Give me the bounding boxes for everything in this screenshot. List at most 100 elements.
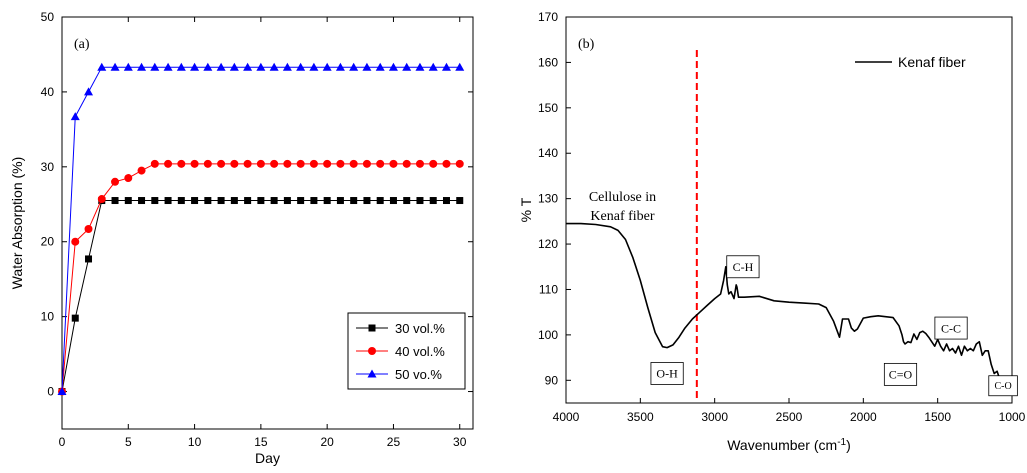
data-point-a-1 xyxy=(204,197,212,205)
data-point-a-2 xyxy=(150,159,159,168)
data-point-a-1 xyxy=(111,197,119,205)
data-point-a-3 xyxy=(84,87,94,96)
chart-a: 0 5 10 15 20 25 30 0 10 20 30 40 50 Day Water Absorpti… xyxy=(9,10,474,466)
data-point-a-1 xyxy=(416,197,424,205)
y-tick-label-b: 160 xyxy=(538,55,558,69)
legend-label-a-2: 40 vol.% xyxy=(395,344,445,359)
x-axis-label-a: Day xyxy=(255,450,280,466)
data-point-a-3 xyxy=(163,62,173,71)
data-point-a-3 xyxy=(229,62,239,71)
data-point-a-1 xyxy=(124,197,132,205)
data-point-a-2 xyxy=(270,159,279,168)
data-point-a-2 xyxy=(111,177,120,186)
annotation-box-b-4 xyxy=(883,362,918,386)
x-tick-label-b: 3000 xyxy=(701,410,728,424)
legend-marker-a-1 xyxy=(368,324,376,332)
legend-label-a-3: 50 vo.% xyxy=(395,367,442,382)
annotation-label-b-1-line2: Kenaf fiber xyxy=(590,209,654,224)
data-point-a-2 xyxy=(256,159,265,168)
panel-label-b: (b) xyxy=(578,37,595,52)
data-point-a-3 xyxy=(203,62,213,71)
data-point-a-2 xyxy=(349,159,358,168)
data-point-a-1 xyxy=(151,197,159,205)
data-point-a-3 xyxy=(428,62,438,71)
data-point-a-1 xyxy=(244,197,252,205)
x-tick-label-b: 3500 xyxy=(627,410,654,424)
data-point-a-2 xyxy=(164,159,173,168)
data-point-a-1 xyxy=(442,197,450,205)
data-point-a-2 xyxy=(362,159,371,168)
data-point-a-2 xyxy=(84,224,93,233)
data-point-a-1 xyxy=(177,197,185,205)
annotation-label-b-1: Cellulose in xyxy=(589,190,656,205)
data-point-a-1 xyxy=(85,255,93,263)
data-point-a-2 xyxy=(230,159,239,168)
y-tick-label-a: 50 xyxy=(41,10,55,24)
data-point-a-3 xyxy=(137,62,147,71)
y-tick-label-b: 100 xyxy=(538,328,558,342)
data-point-a-3 xyxy=(176,62,186,71)
data-point-a-3 xyxy=(441,62,451,71)
y-tick-label-b: 110 xyxy=(539,282,558,296)
data-point-a-1 xyxy=(389,197,397,205)
data-point-a-3 xyxy=(97,62,107,71)
x-tick-label-a: 15 xyxy=(254,435,268,449)
data-point-a-2 xyxy=(177,159,186,168)
chart-b: 4000 3500 3000 2500 2000 1500 1000 90 100 110 120 1… xyxy=(518,10,1026,453)
data-point-a-2 xyxy=(124,174,133,183)
x-tick-label-b: 2500 xyxy=(776,410,803,424)
x-tick-label-b: 2000 xyxy=(850,410,877,424)
data-point-a-3 xyxy=(150,62,160,71)
data-point-a-2 xyxy=(296,159,305,168)
data-point-a-2 xyxy=(283,159,292,168)
data-point-a-1 xyxy=(297,197,305,205)
data-point-a-3 xyxy=(123,62,133,71)
data-point-a-1 xyxy=(336,197,344,205)
x-tick-label-b: 1000 xyxy=(999,410,1026,424)
data-point-a-2 xyxy=(137,166,146,175)
data-point-a-1 xyxy=(217,197,225,205)
x-axis-label-b-main: Wavenumber (cm xyxy=(727,437,837,453)
series-line-b-1 xyxy=(566,222,1013,388)
data-point-a-1 xyxy=(456,197,464,205)
data-point-a-1 xyxy=(310,197,318,205)
data-point-a-1 xyxy=(323,197,331,205)
y-tick-label-b: 150 xyxy=(538,101,558,115)
data-point-a-3 xyxy=(415,62,425,71)
data-point-a-2 xyxy=(71,237,80,246)
panel-label-a: (a) xyxy=(74,37,90,52)
annotation-label-b-5: C-C xyxy=(941,321,961,335)
data-point-a-3 xyxy=(70,112,80,121)
y-tick-label-b: 120 xyxy=(538,237,558,251)
data-point-a-1 xyxy=(270,197,278,205)
legend-marker-a-3 xyxy=(367,369,377,378)
data-point-a-3 xyxy=(335,62,345,71)
y-tick-label-b: 170 xyxy=(538,10,558,24)
data-point-a-3 xyxy=(349,62,359,71)
data-point-a-2 xyxy=(243,159,252,168)
data-point-a-3 xyxy=(190,62,200,71)
data-point-a-3 xyxy=(57,387,67,396)
data-point-a-3 xyxy=(256,62,266,71)
annotation-box-b-5 xyxy=(934,316,968,340)
data-point-a-1 xyxy=(257,197,265,205)
data-point-a-2 xyxy=(389,159,398,168)
y-tick-label-a: 10 xyxy=(41,310,55,324)
data-point-a-3 xyxy=(243,62,253,71)
x-axis-label-b-sup: -1 xyxy=(837,437,846,448)
data-point-a-1 xyxy=(71,314,79,322)
y-tick-label-a: 30 xyxy=(41,160,55,174)
y-tick-label-b: 140 xyxy=(538,146,558,160)
x-tick-label-a: 10 xyxy=(188,435,202,449)
data-point-a-3 xyxy=(362,62,372,71)
data-point-a-1 xyxy=(283,197,291,205)
data-point-a-2 xyxy=(323,159,332,168)
data-point-a-3 xyxy=(309,62,319,71)
y-tick-label-a: 0 xyxy=(47,385,54,399)
data-point-a-1 xyxy=(376,197,384,205)
data-point-a-3 xyxy=(402,62,412,71)
legend-label-b: Kenaf fiber xyxy=(898,54,966,70)
data-point-a-3 xyxy=(282,62,292,71)
